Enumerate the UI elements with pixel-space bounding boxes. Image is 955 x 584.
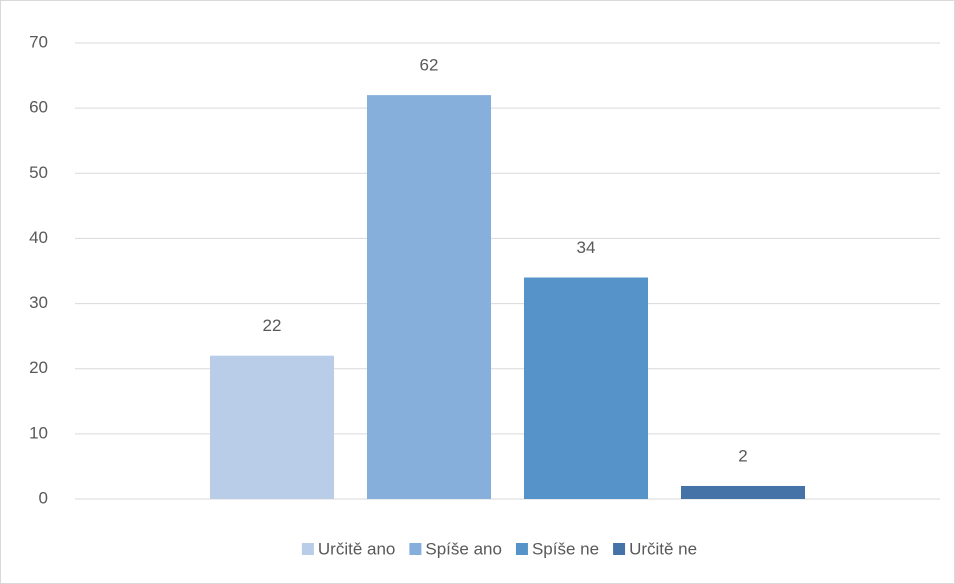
y-tick-label: 40 [29,228,48,247]
data-label: 2 [738,446,747,465]
bar [523,277,649,499]
y-tick-label: 10 [29,423,48,442]
legend-label: Spíše ne [532,539,599,558]
bar [209,355,335,499]
legend-swatch [613,543,626,555]
y-tick-label: 70 [29,32,48,51]
y-tick-label: 60 [29,98,48,117]
data-label: 22 [263,316,282,335]
y-tick-label: 20 [29,358,48,377]
y-tick-label: 50 [29,163,48,182]
legend-swatch [409,543,422,555]
legend-label: Spíše ano [425,539,502,558]
y-tick-label: 0 [39,488,48,507]
legend-label: Určitě ano [318,539,395,558]
bar [680,485,806,499]
legend-label: Určitě ne [629,539,697,558]
y-tick-label: 30 [29,293,48,312]
data-label: 34 [577,238,596,257]
data-label: 62 [420,56,439,75]
legend-swatch [515,543,528,555]
bar [366,95,492,499]
legend-swatch [301,543,314,555]
